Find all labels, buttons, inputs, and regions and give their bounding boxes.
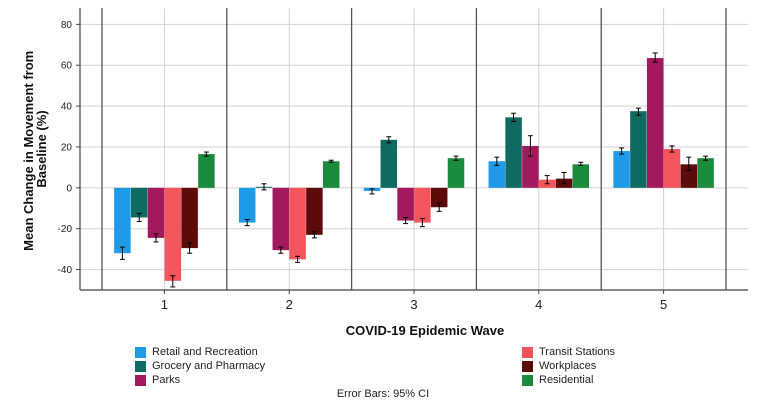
- bar: [680, 164, 698, 188]
- error-bars: [119, 52, 709, 288]
- bar: [238, 187, 256, 223]
- legend-item: Parks: [135, 374, 180, 386]
- axes: [76, 8, 748, 294]
- bar: [114, 187, 131, 254]
- bar: [306, 187, 323, 235]
- x-tick-label: 1: [161, 297, 168, 312]
- x-tick-labels: 1 2 3 4 5: [161, 297, 667, 312]
- bar: [380, 139, 398, 188]
- bar: [630, 111, 647, 188]
- x-tick-label: 3: [410, 297, 417, 312]
- y-axis-title-line-2: Baseline (%): [34, 110, 49, 187]
- legend-label: Workplaces: [539, 360, 597, 372]
- bar: [430, 187, 448, 208]
- gridlines: [80, 8, 748, 290]
- legend-label: Transit Stations: [539, 346, 616, 358]
- legend-label: Residential: [539, 374, 594, 386]
- y-axis-title-line-1: Mean Change in Movement from: [21, 51, 36, 251]
- legend-label: Parks: [152, 374, 181, 386]
- x-axis-title: COVID-19 Epidemic Wave: [346, 323, 504, 338]
- legend-swatch: [522, 346, 533, 358]
- legend-label: Grocery and Pharmacy: [152, 360, 266, 372]
- y-tick-label: 60: [61, 61, 73, 72]
- legend-item: Residential: [522, 374, 593, 386]
- bar: [447, 158, 465, 188]
- legend-item: Workplaces: [522, 360, 596, 372]
- y-tick-label: 40: [61, 102, 73, 113]
- bar: [130, 187, 148, 218]
- category-separators: [101, 8, 727, 290]
- bar: [522, 145, 539, 188]
- bar: [181, 187, 198, 249]
- x-tick-label: 2: [286, 297, 293, 312]
- legend-swatch: [135, 374, 146, 386]
- bar: [613, 151, 630, 188]
- y-tick-label: 0: [66, 183, 72, 194]
- bar: [414, 187, 431, 223]
- y-tick-label: 20: [61, 142, 73, 153]
- bar: [289, 187, 306, 260]
- bar: [198, 154, 215, 188]
- legend-swatch: [135, 360, 146, 372]
- legend-item: Retail and Recreation: [135, 346, 258, 358]
- x-tick-label: 4: [535, 297, 542, 312]
- footnote: Error Bars: 95% CI: [336, 388, 430, 400]
- y-tick-label: -40: [58, 265, 73, 276]
- bar: [663, 149, 681, 188]
- y-tick-label: -20: [58, 224, 73, 235]
- y-axis-title: Mean Change in Movement from Baseline (%…: [21, 47, 49, 251]
- bar: [147, 187, 165, 238]
- legend-label: Retail and Recreation: [152, 346, 258, 358]
- legend: Retail and Recreation Grocery and Pharmac…: [135, 346, 655, 388]
- y-tick-labels: 80 60 40 20 0 -20 -40: [58, 20, 73, 276]
- legend-item: Transit Stations: [522, 346, 615, 358]
- bar: [572, 164, 590, 188]
- y-tick-label: 80: [61, 20, 73, 31]
- legend-swatch: [135, 346, 146, 358]
- bars: [114, 58, 714, 281]
- x-tick-label: 5: [660, 297, 667, 312]
- bar: [164, 187, 182, 281]
- legend-item: Grocery and Pharmacy: [135, 360, 265, 372]
- bar: [322, 161, 340, 188]
- legend-swatch: [522, 360, 533, 372]
- legend-swatch: [522, 374, 533, 386]
- bar: [697, 158, 714, 188]
- bar: [397, 187, 414, 221]
- bar: [272, 187, 290, 251]
- bar: [488, 161, 506, 188]
- bar: [505, 117, 522, 188]
- bar: [646, 58, 664, 188]
